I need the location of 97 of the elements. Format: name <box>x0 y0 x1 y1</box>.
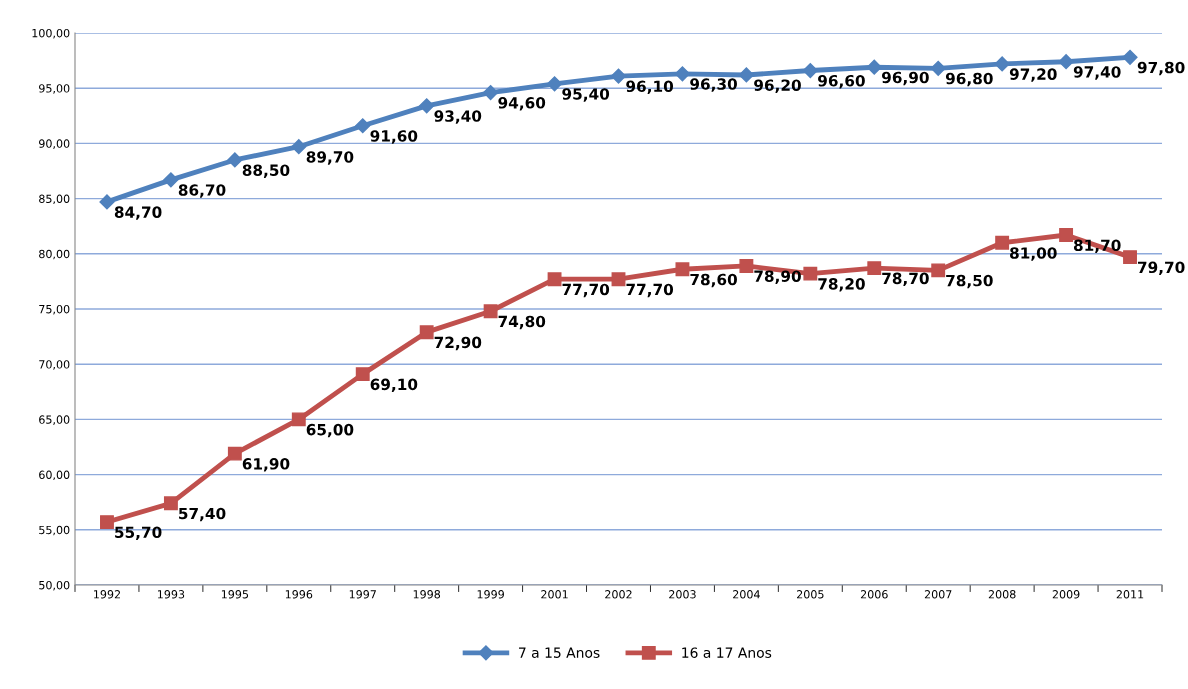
data-label: 95,40 <box>562 88 610 102</box>
y-tick-label: 100,00 <box>32 28 70 39</box>
data-label: 84,70 <box>114 206 162 220</box>
point <box>611 272 626 287</box>
point <box>1058 54 1074 70</box>
x-tick-label: 1997 <box>349 590 376 599</box>
point <box>99 194 115 210</box>
data-label: 97,20 <box>1009 68 1057 82</box>
data-label: 79,70 <box>1138 261 1185 276</box>
x-tick-label: 1998 <box>413 590 441 599</box>
point <box>1059 228 1074 242</box>
x-tick-label: 2009 <box>1052 590 1080 599</box>
data-label: 78,60 <box>690 273 737 288</box>
point <box>739 258 754 273</box>
y-tick-label: 60,00 <box>39 470 70 481</box>
point <box>163 496 178 511</box>
point <box>867 261 882 276</box>
x-tick-label: 2008 <box>988 590 1016 599</box>
data-label: 57,40 <box>179 507 226 522</box>
x-tick-label: 2001 <box>541 590 568 599</box>
point <box>995 235 1010 250</box>
point <box>738 67 754 83</box>
data-label: 93,40 <box>434 110 482 124</box>
y-tick-label: 95,00 <box>39 84 70 94</box>
x-tick-label: 1992 <box>94 590 120 599</box>
data-label: 97,80 <box>1137 61 1185 76</box>
x-tick-label: 1999 <box>477 590 504 599</box>
y-tick-label: 75,00 <box>39 304 70 315</box>
x-tick-label: 2011 <box>1116 590 1144 599</box>
data-label: 96,60 <box>818 74 865 89</box>
point <box>291 139 307 155</box>
point <box>546 76 563 92</box>
point <box>802 62 818 79</box>
y-tick-label: 90,00 <box>39 139 70 149</box>
data-label: 96,90 <box>882 71 929 86</box>
point <box>931 263 946 278</box>
point <box>1123 250 1137 265</box>
point <box>610 68 627 84</box>
data-label: 65,00 <box>306 423 354 438</box>
point <box>291 412 306 427</box>
data-label: 55,70 <box>115 526 162 541</box>
x-tick-label: 2005 <box>797 590 824 599</box>
data-label: 78,70 <box>882 272 929 287</box>
point <box>803 266 818 281</box>
data-label: 72,90 <box>434 336 482 351</box>
point <box>227 446 242 461</box>
point <box>355 118 371 134</box>
data-label: 78,90 <box>754 270 801 284</box>
point <box>100 515 114 530</box>
point <box>547 272 562 287</box>
point <box>355 367 370 382</box>
data-label: 96,80 <box>945 72 993 87</box>
x-tick-label: 2007 <box>924 590 952 599</box>
x-tick-label: 1995 <box>221 590 249 599</box>
data-label: 69,10 <box>370 378 418 393</box>
point <box>866 59 882 75</box>
point <box>994 56 1010 72</box>
data-label: 96,30 <box>690 78 737 92</box>
point <box>1122 49 1138 65</box>
data-label: 97,40 <box>1073 66 1121 80</box>
x-tick-label: 2006 <box>860 590 888 599</box>
data-label: 77,70 <box>562 283 610 298</box>
data-label: 74,80 <box>498 315 546 330</box>
data-label: 91,60 <box>370 130 418 144</box>
data-label: 86,70 <box>178 184 226 198</box>
point <box>483 304 498 319</box>
data-label: 88,50 <box>242 164 290 178</box>
y-tick-label: 65,00 <box>39 415 70 425</box>
point <box>675 262 690 277</box>
data-label: 61,90 <box>242 458 290 472</box>
data-label: 78,20 <box>818 278 865 292</box>
y-tick-label: 55,00 <box>39 525 70 536</box>
y-tick-label: 85,00 <box>39 194 70 205</box>
data-label: 78,50 <box>946 274 993 289</box>
data-label: 77,70 <box>626 283 674 298</box>
point <box>674 66 691 82</box>
legend-label: 7 a 15 Anos <box>519 647 600 658</box>
x-tick-label: 1996 <box>285 590 313 599</box>
point <box>930 60 946 76</box>
data-label: 81,00 <box>1010 247 1057 261</box>
legend-label: 16 a 17 Anos <box>682 647 772 658</box>
point <box>419 98 435 114</box>
y-tick-label: 80,00 <box>39 249 70 260</box>
data-label: 96,10 <box>626 80 674 94</box>
point <box>419 325 434 340</box>
data-label: 94,60 <box>498 97 546 111</box>
x-tick-label: 2003 <box>669 590 696 599</box>
x-tick-label: 1993 <box>157 590 185 599</box>
data-label: 96,20 <box>754 79 801 93</box>
x-tick-label: 2004 <box>733 590 760 599</box>
y-tick-label: 70,00 <box>39 360 70 370</box>
data-label: 89,70 <box>306 151 354 165</box>
y-tick-label: 50,00 <box>39 580 70 591</box>
x-tick-label: 2002 <box>605 590 632 599</box>
point <box>163 172 179 188</box>
point <box>227 152 243 168</box>
point <box>483 85 499 101</box>
